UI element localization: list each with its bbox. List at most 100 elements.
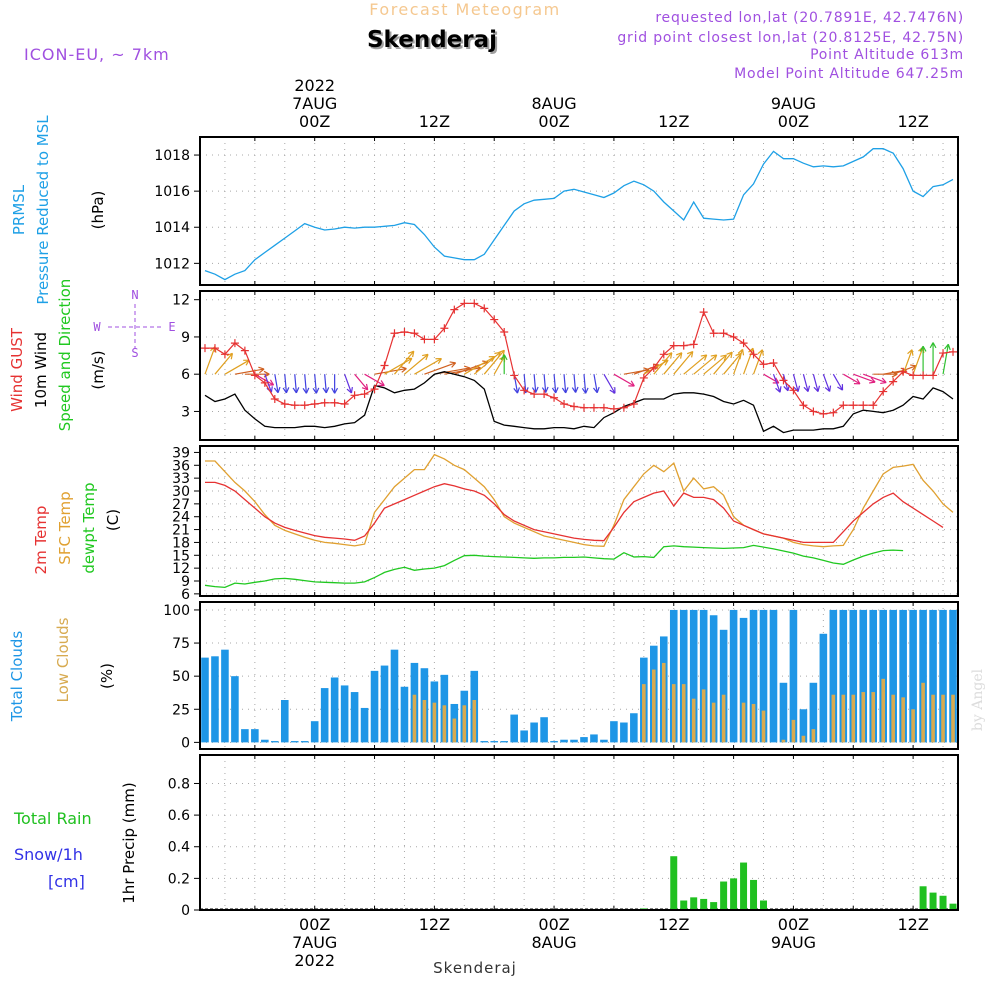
y-tick-label: 0.8 [168,776,190,792]
bar-low-clouds [452,718,457,743]
gust-marker [410,329,419,338]
wind-arrow [663,352,683,375]
gust-marker [570,402,579,411]
wind-arrow-head [664,359,669,366]
wind-arrow-head [380,380,385,386]
wind-arrow-head [295,387,300,394]
bar-low-clouds [901,697,905,743]
wind-arrow [531,374,539,393]
bar-total-clouds [819,633,828,743]
wind-arrow-shaft [613,373,635,387]
gust-marker [220,350,229,359]
wind-arrow-head [503,354,508,361]
y-tick-label: 15 [172,548,190,564]
bar-rain [730,878,738,910]
wind-arrow-head [535,386,539,393]
top-time-label: 00Z [299,112,330,131]
wind-arrow-shaft [863,373,887,384]
wind-arrow-head [907,349,913,355]
bar-total-clouds [201,657,209,743]
wind-arrow [322,374,330,394]
wind-arrow-shaft [942,344,949,375]
y-tick-label: 33 [172,471,190,487]
wind-arrow-shaft [693,354,718,375]
wind-arrow-head [531,387,537,393]
wind-arrow-head [737,348,744,354]
gust-marker [659,350,668,359]
wind-arrow-head [407,350,414,354]
bar-low-clouds [951,694,955,743]
wind-arrow-head [331,387,336,394]
wind-arrow-shaft [713,351,733,375]
bar-total-clouds [939,609,947,743]
wind-arrow-head [500,354,505,361]
wind-arrow-head [412,351,415,358]
wind-arrow [541,374,549,393]
y-tick-label: 1016 [154,184,190,200]
wind-arrow-shaft [274,374,279,393]
wind-arrow-head [813,386,819,392]
bar-total-clouds [320,688,329,743]
bar-low-clouds [642,684,646,743]
gust-marker [819,409,828,418]
y-tick-label: 0.6 [168,808,190,824]
bar-total-clouds [380,665,389,743]
gust-marker [380,361,389,370]
gust-marker [589,403,598,412]
wind-arrow-shaft [414,358,442,375]
wind-arrow-head [561,387,567,394]
wind-arrow-shaft [563,374,567,393]
wind-arrow-head [779,386,782,393]
gust-marker [200,344,209,353]
bar-total-clouds [919,609,927,743]
wind-arrow-head [742,349,745,356]
wind-arrow [802,374,811,392]
wind-arrow-head [437,358,442,365]
gust-marker [510,371,519,380]
gust-marker [649,363,658,372]
wind-arrow-head [350,386,353,394]
wind-arrow-head [713,354,718,361]
wind-arrow-shaft [354,373,369,391]
wind-arrow [364,373,385,387]
gust-marker [799,401,808,410]
wind-arrow [683,354,708,375]
wind-arrow-head [944,343,949,350]
wind-arrow [273,374,281,394]
bar-rain [760,900,768,910]
label-speed-direction: Speed and Direction [56,279,74,432]
wind-arrow [214,352,234,375]
wind-arrow-shaft [812,374,819,392]
wind-arrow-head [932,342,937,349]
gust-marker [230,339,239,348]
wind-arrow [772,373,782,393]
bar-low-clouds [412,694,417,743]
gust-marker [739,339,748,348]
gust-marker [939,349,948,358]
bar-total-clouds [360,707,369,743]
wind-arrow-shaft [493,355,506,375]
wind-arrow-head [258,368,265,374]
wind-arrow-head [775,387,781,393]
wind-arrow-head [210,346,216,352]
series-line-dewpt-temp [204,544,904,589]
bar-total-clouds [251,729,259,743]
bar-low-clouds [661,662,666,743]
wind-arrow [902,349,914,375]
gust-marker [889,377,898,386]
wind-arrow-shaft [843,373,861,385]
bottom-time-label: 2022 [294,951,335,970]
wind-arrow-head [670,352,673,359]
bar-total-clouds [390,649,399,743]
bar-total-clouds [520,730,528,743]
y-tick-label: 75 [172,636,190,652]
wind-arrow-head [856,378,861,385]
gust-marker [350,391,359,400]
bar-low-clouds [711,702,716,743]
wind-arrow-head [783,386,789,392]
label-1hr-precip: 1hr Precip (mm) [120,782,138,903]
gust-marker [310,399,319,408]
panel-labels: PRMSL Pressure Reduced to MSL (hPa) Wind GU… [8,115,138,904]
gust-marker [669,341,678,350]
bar-low-clouds [761,710,766,743]
